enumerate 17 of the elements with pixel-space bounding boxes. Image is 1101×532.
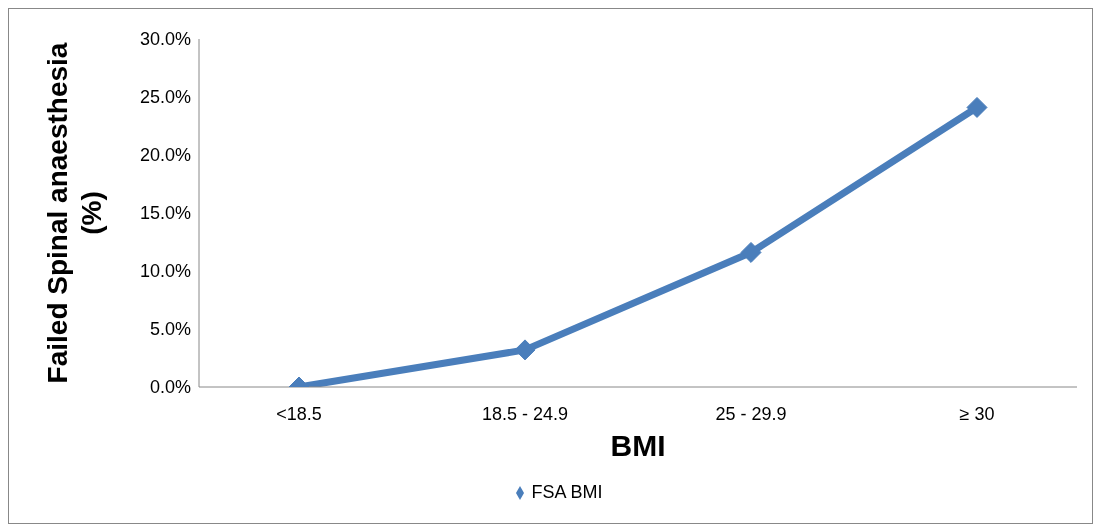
y-tick-label: 0.0% [149, 377, 191, 398]
point [514, 339, 536, 361]
x-tick-label: ≥ 30 [959, 403, 995, 424]
point [740, 241, 762, 263]
y-tick-label: 5.0% [149, 319, 191, 340]
x-axis-title: BMI [610, 429, 666, 463]
legend-label: FSA BMI [531, 482, 603, 502]
y-tick-label: 20.0% [139, 145, 191, 166]
y-axis-title: Failed Spinal anaesthesia (%) [42, 42, 107, 384]
y-tick-label: 15.0% [139, 203, 191, 224]
x-tick-label: 18.5 - 24.9 [481, 403, 569, 424]
x-tick-label: <18.5 [276, 403, 322, 424]
x-tick-label: 25 - 29.9 [715, 403, 787, 424]
point [966, 96, 988, 118]
y-tick-label: 30.0% [139, 29, 191, 50]
y-tick-label: 25.0% [139, 87, 191, 108]
y-tick-label: 10.0% [139, 261, 191, 282]
